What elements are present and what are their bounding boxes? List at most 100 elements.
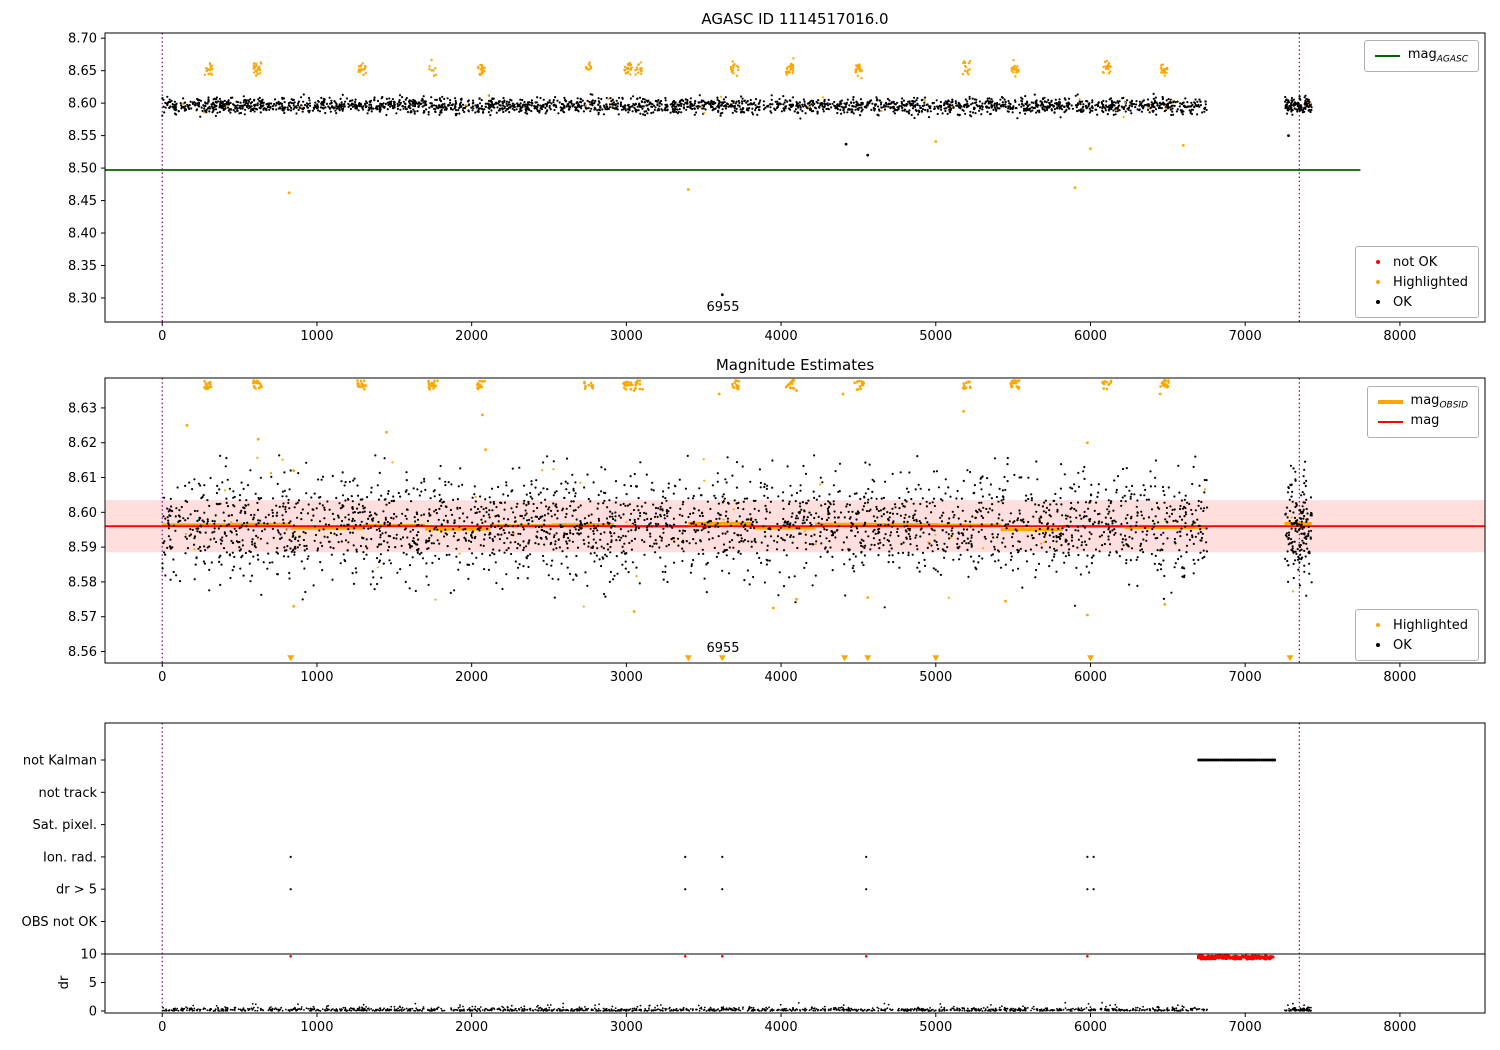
offscale-low-marker [718, 655, 726, 662]
y-tick-label: 8.62 [68, 436, 97, 451]
highlighted-marker-swatch [1376, 280, 1381, 284]
offscale-low-marker [287, 655, 295, 662]
legend-item-highlighted: Highlighted [1366, 272, 1468, 292]
legend-item-highlighted: Highlighted [1366, 615, 1468, 635]
y-tick-label: 8.63 [68, 401, 97, 416]
flag-category-label: OBS not OK [22, 915, 98, 930]
legend-label: Highlighted [1393, 274, 1468, 290]
plot3-frame [104, 722, 1486, 1014]
mag-agasc-line-swatch [1374, 55, 1400, 57]
plot1-annotation: 6955 [706, 300, 740, 315]
legend-item-mag-obsid: magOBSID [1377, 392, 1468, 412]
plot3-flags-dr: 0 1000 2000 3000 4000 5000 6000 7000 8000 not Kal… [22, 722, 1486, 1035]
x-tick-label: 0 [158, 1020, 166, 1035]
y-tick-label: 8.60 [68, 97, 97, 112]
x-tick-label: 7000 [1229, 1020, 1262, 1035]
legend-item-ok: OK [1366, 292, 1468, 312]
offscale-low-marker [1286, 655, 1294, 662]
x-tick-label: 6000 [1074, 1020, 1107, 1035]
ok-marker-swatch [1376, 300, 1381, 304]
legend-label: mag [1410, 412, 1440, 428]
dr-tick-label: 0 [89, 1005, 97, 1020]
flag-category-label: not Kalman [23, 754, 97, 769]
y-tick-label: 8.45 [68, 194, 97, 209]
x-tick-label: 6000 [1074, 670, 1107, 685]
offscale-low-marker [1087, 655, 1094, 662]
x-tick-label: 7000 [1229, 329, 1262, 344]
x-tick-label: 4000 [765, 1020, 798, 1035]
legend-item-ok: OK [1366, 635, 1468, 655]
not-ok-marker-swatch [1376, 260, 1381, 264]
plot1-title: AGASC ID 1114517016.0 [701, 10, 889, 28]
plot2-legend-markers: Highlighted OK [1355, 609, 1479, 661]
y-tick-label: 8.35 [68, 259, 97, 274]
y-tick-label: 8.55 [68, 129, 97, 144]
y-tick-label: 8.60 [68, 506, 97, 521]
x-tick-label: 2000 [455, 1020, 488, 1035]
x-tick-label: 4000 [765, 329, 798, 344]
mag-line-swatch [1377, 421, 1403, 423]
plot1-agasc-mag: 0 1000 2000 3000 4000 5000 6000 7000 8000 8.30 8.3… [68, 32, 1486, 344]
x-tick-label: 2000 [455, 670, 488, 685]
legend-label: magAGASC [1407, 46, 1468, 65]
x-tick-label: 5000 [919, 670, 952, 685]
plot1-legend-line: magAGASC [1363, 40, 1479, 72]
legend-label: not OK [1393, 254, 1438, 270]
x-tick-label: 8000 [1383, 329, 1416, 344]
y-tick-label: 8.30 [68, 291, 97, 306]
dr-tick-label: 5 [89, 976, 97, 991]
legend-item-mag: mag [1377, 412, 1468, 432]
plot2-title: Magnitude Estimates [715, 356, 875, 374]
flag-category-label: Ion. rad. [43, 850, 97, 865]
y-tick-label: 8.56 [68, 645, 97, 660]
mag-obsid-line-swatch [1377, 400, 1403, 404]
legend-label: OK [1393, 637, 1412, 653]
y-tick-label: 8.40 [68, 227, 97, 242]
plot1-legend-markers: not OK Highlighted OK [1355, 246, 1479, 318]
x-tick-label: 3000 [610, 1020, 643, 1035]
y-tick-label: 8.58 [68, 575, 97, 590]
flag-category-label: not track [38, 786, 97, 801]
y-tick-label: 8.57 [68, 610, 97, 625]
y-tick-label: 8.50 [68, 162, 97, 177]
x-tick-label: 1000 [300, 329, 333, 344]
offscale-low-marker [932, 655, 940, 662]
dr-axis-label: dr [57, 975, 72, 989]
plot2-legend-lines: magOBSID mag [1366, 386, 1479, 438]
flag-category-label: Sat. pixel. [33, 818, 97, 833]
x-tick-label: 3000 [610, 329, 643, 344]
x-tick-label: 1000 [300, 670, 333, 685]
x-tick-label: 5000 [919, 1020, 952, 1035]
legend-item-not-ok: not OK [1366, 252, 1468, 272]
offscale-low-marker [841, 655, 848, 662]
x-tick-label: 4000 [765, 670, 798, 685]
x-tick-label: 1000 [300, 1020, 333, 1035]
x-tick-label: 2000 [455, 329, 488, 344]
x-tick-label: 7000 [1229, 670, 1262, 685]
x-tick-label: 3000 [610, 670, 643, 685]
legend-item-mag-agasc: magAGASC [1374, 46, 1468, 66]
plot1-frame [104, 32, 1486, 323]
offscale-low-marker [864, 655, 872, 662]
flag-category-label: dr > 5 [56, 883, 97, 898]
x-tick-label: 8000 [1383, 670, 1416, 685]
y-tick-label: 8.59 [68, 541, 97, 556]
legend-label: OK [1393, 294, 1412, 310]
plot2-magnitude-estimates: 0 1000 2000 3000 4000 5000 6000 7000 8000 8.56 8.5… [68, 377, 1486, 685]
y-tick-label: 8.61 [68, 471, 97, 486]
plot2-annotation: 6955 [706, 641, 740, 656]
x-tick-label: 0 [158, 329, 166, 344]
offscale-low-marker [684, 655, 692, 662]
legend-label: magOBSID [1410, 392, 1468, 411]
ok-marker-swatch [1376, 643, 1381, 647]
y-tick-label: 8.65 [68, 64, 97, 79]
highlighted-marker-swatch [1376, 623, 1381, 627]
y-tick-label: 8.70 [68, 32, 97, 47]
x-tick-label: 6000 [1074, 329, 1107, 344]
x-tick-label: 0 [158, 670, 166, 685]
x-tick-label: 5000 [919, 329, 952, 344]
legend-label: Highlighted [1393, 617, 1468, 633]
dr-tick-label: 10 [80, 948, 97, 963]
